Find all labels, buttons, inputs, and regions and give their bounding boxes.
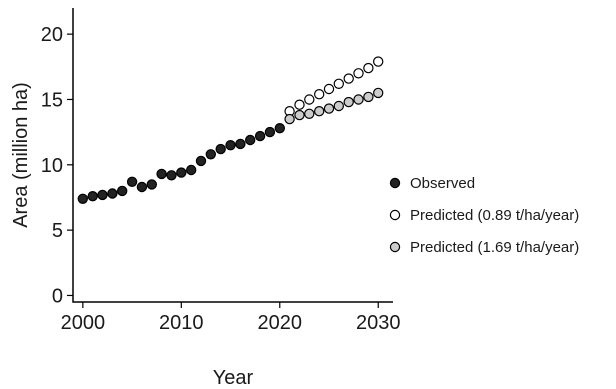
data-point-series-2 <box>343 96 354 108</box>
data-point-series-1 <box>323 83 335 95</box>
x-tick-label: 2010 <box>159 312 204 334</box>
data-point-series-2 <box>363 91 374 103</box>
y-tick-label: 0 <box>52 285 63 307</box>
legend-label-0: Observed <box>410 175 475 192</box>
y-tick-label: 20 <box>41 24 63 46</box>
data-point-series-0 <box>156 168 167 180</box>
plot-area <box>77 56 384 204</box>
data-point-series-2 <box>314 105 325 117</box>
data-point-series-1 <box>363 62 374 74</box>
data-point-series-0 <box>97 189 108 201</box>
data-point-series-0 <box>166 170 177 181</box>
data-point-series-0 <box>205 149 216 160</box>
data-point-series-1 <box>353 68 364 79</box>
legend-marker-1 <box>389 209 401 221</box>
data-point-series-0 <box>195 155 207 167</box>
axis-lines <box>72 8 393 303</box>
data-point-series-0 <box>264 126 276 138</box>
data-point-series-0 <box>146 179 157 190</box>
data-point-series-2 <box>294 109 305 121</box>
data-point-series-2 <box>353 94 364 105</box>
data-point-series-1 <box>294 99 305 110</box>
y-tick-label: 15 <box>41 89 63 111</box>
legend-label-2: Predicted (1.69 t/ha/year) <box>410 239 579 256</box>
data-point-series-2 <box>284 113 295 125</box>
legend-marker-2 <box>389 241 401 253</box>
data-point-series-2 <box>323 103 335 114</box>
data-point-series-0 <box>77 193 89 204</box>
data-point-series-0 <box>254 130 266 142</box>
data-point-series-0 <box>136 181 148 193</box>
data-point-series-1 <box>373 56 384 67</box>
data-point-series-0 <box>116 185 128 197</box>
data-point-series-1 <box>343 73 354 84</box>
data-point-series-2 <box>333 100 344 112</box>
y-axis-title: Area (million ha) <box>10 82 32 228</box>
data-point-series-0 <box>235 138 246 150</box>
legend-label-1: Predicted (0.89 t/ha/year) <box>410 207 579 224</box>
y-tick-label: 5 <box>52 220 63 242</box>
x-tick-label: 2020 <box>258 312 303 334</box>
axes: 0 5 10 15 20 2000 2010 2020 2030 <box>41 8 401 334</box>
legend: Observed Predicted (0.89 t/ha/year) Predic… <box>389 175 579 256</box>
data-point-series-1 <box>314 88 325 100</box>
data-point-series-0 <box>107 188 118 199</box>
data-point-series-0 <box>185 164 197 176</box>
data-point-series-0 <box>244 134 256 146</box>
legend-marker-0 <box>389 177 401 189</box>
x-axis-title: Year <box>213 367 254 389</box>
data-point-series-2 <box>373 87 384 99</box>
x-tick-label: 2030 <box>356 312 401 334</box>
y-tick-label: 10 <box>41 155 63 177</box>
data-point-series-0 <box>126 176 138 187</box>
data-point-series-1 <box>304 94 315 105</box>
x-tick-label: 2000 <box>61 312 106 334</box>
data-point-series-1 <box>333 78 344 90</box>
data-point-series-0 <box>225 139 236 151</box>
data-point-series-0 <box>215 143 226 155</box>
data-point-series-0 <box>176 167 187 178</box>
data-point-series-0 <box>274 122 285 134</box>
data-point-series-0 <box>87 190 98 202</box>
data-point-series-2 <box>304 108 315 120</box>
